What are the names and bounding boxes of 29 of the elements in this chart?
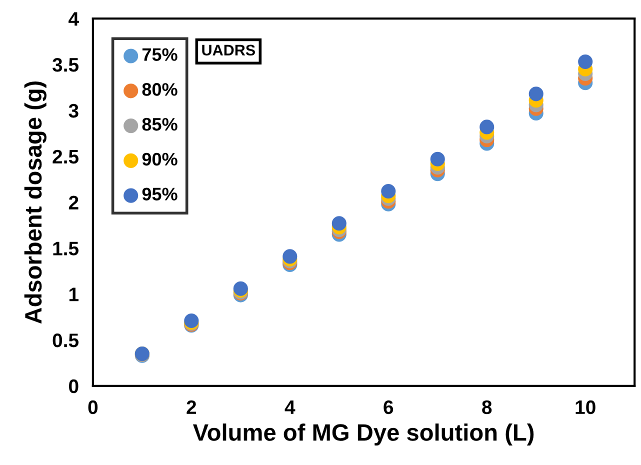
legend-label: 85%	[142, 118, 178, 131]
y-tick-label: 2	[68, 196, 78, 210]
x-tick-label: 4	[284, 400, 296, 414]
point	[578, 54, 593, 70]
y-tick-label: 1	[69, 288, 79, 302]
y-tick-label: 3.5	[52, 58, 79, 72]
x-tick-label: 0	[88, 400, 98, 414]
point	[332, 216, 346, 231]
x-axis-title: Volume of MG Dye solution (L)	[192, 424, 534, 446]
point	[381, 184, 396, 199]
y-tick-label: 1.5	[53, 242, 79, 256]
y-tick-label: 4	[68, 12, 79, 26]
y-tick-label: 3	[68, 104, 78, 118]
point	[480, 120, 494, 134]
annotation: UADRS	[202, 44, 255, 56]
y-tick-label: 2.5	[52, 150, 79, 164]
point	[430, 152, 445, 166]
x-tick-label: 8	[482, 400, 492, 414]
y-tick-label: 0	[69, 379, 78, 394]
legend-label: 75%	[142, 48, 178, 61]
x-tick-label: 6	[384, 400, 394, 414]
y-axis-title: Adsorbent dosage (g)	[24, 81, 46, 324]
legend-label: 90%	[142, 152, 178, 166]
y-tick-label: 0.5	[52, 334, 79, 348]
point	[528, 86, 544, 102]
legend-label: 80%	[142, 83, 178, 96]
legend-label: 95%	[142, 188, 178, 200]
x-tick-label: 2	[186, 400, 196, 414]
x-tick-label: 10	[576, 400, 596, 414]
